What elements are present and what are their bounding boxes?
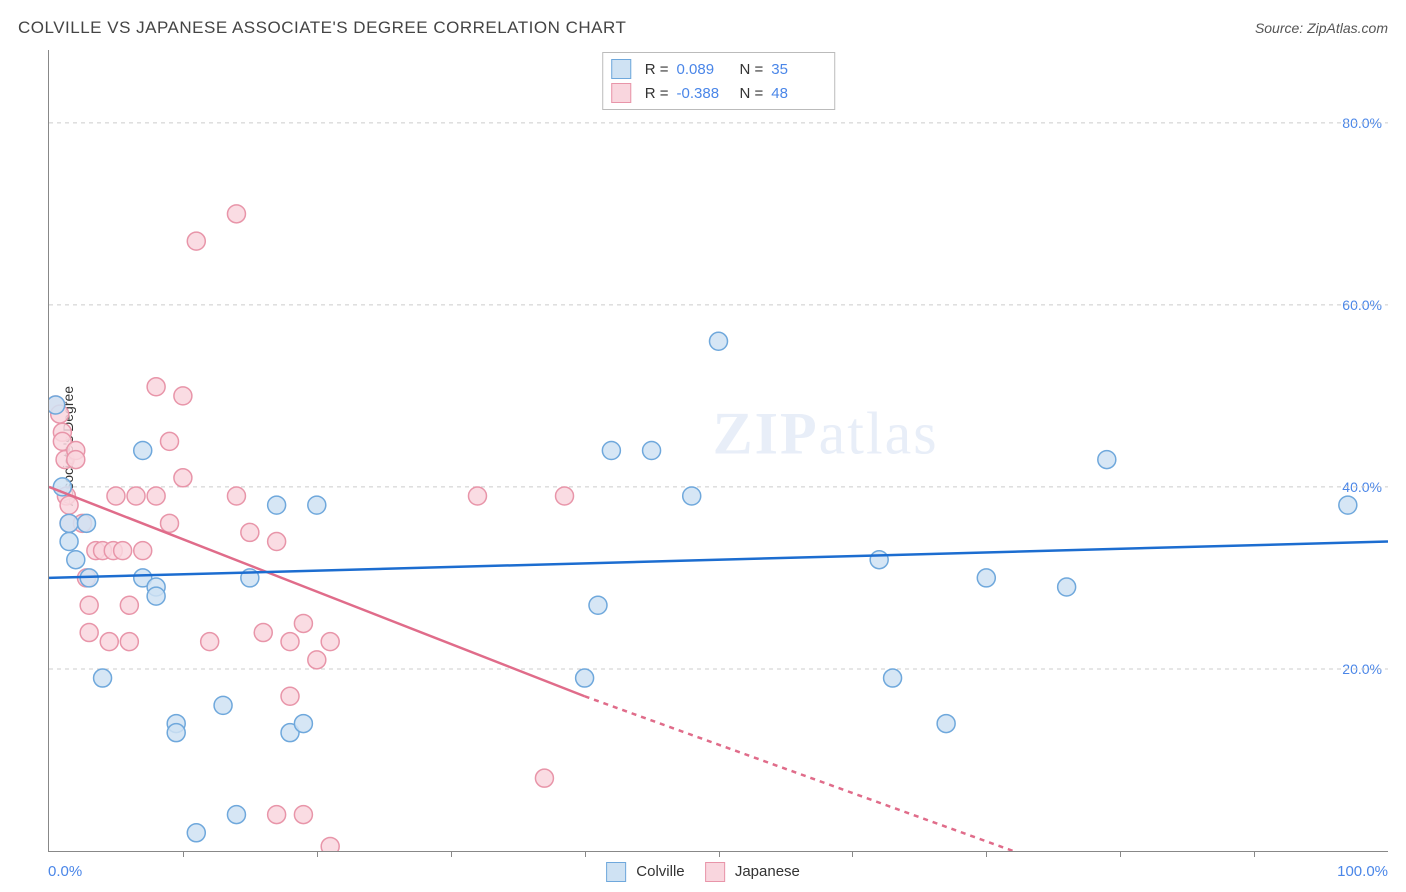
scatter-point	[254, 624, 272, 642]
scatter-point	[241, 523, 259, 541]
scatter-point	[884, 669, 902, 687]
source-label: Source: ZipAtlas.com	[1255, 20, 1388, 36]
scatter-point	[308, 496, 326, 514]
legend-box-colville	[611, 59, 631, 79]
scatter-point	[576, 669, 594, 687]
scatter-point	[147, 487, 165, 505]
x-tick	[451, 851, 452, 857]
x-tick	[719, 851, 720, 857]
scatter-point	[120, 633, 138, 651]
legend-item-colville: Colville	[606, 862, 685, 882]
scatter-point	[227, 205, 245, 223]
scatter-point	[147, 587, 165, 605]
scatter-point	[174, 469, 192, 487]
scatter-point	[187, 824, 205, 842]
x-axis-min-label: 0.0%	[48, 863, 82, 880]
scatter-point	[67, 551, 85, 569]
scatter-point	[602, 442, 620, 460]
scatter-point	[589, 596, 607, 614]
scatter-point	[187, 232, 205, 250]
scatter-point	[60, 514, 78, 532]
scatter-point	[268, 496, 286, 514]
scatter-point	[535, 769, 553, 787]
legend-item-japanese: Japanese	[705, 862, 800, 882]
scatter-point	[77, 514, 95, 532]
scatter-point	[201, 633, 219, 651]
scatter-point	[281, 633, 299, 651]
scatter-point	[227, 806, 245, 824]
scatter-point	[127, 487, 145, 505]
scatter-point	[468, 487, 486, 505]
scatter-point	[94, 669, 112, 687]
scatter-point	[870, 551, 888, 569]
scatter-point	[114, 542, 132, 560]
legend-box-colville-bottom	[606, 862, 626, 882]
scatter-point	[556, 487, 574, 505]
scatter-point	[281, 687, 299, 705]
scatter-point	[167, 724, 185, 742]
scatter-point	[308, 651, 326, 669]
plot-area: ZIPatlas R = 0.089 N = 35 R = -0.388 N =…	[48, 50, 1388, 852]
scatter-point	[643, 442, 661, 460]
scatter-point	[321, 633, 339, 651]
scatter-point	[67, 451, 85, 469]
scatter-point	[214, 696, 232, 714]
scatter-point	[937, 715, 955, 733]
scatter-point	[80, 624, 98, 642]
scatter-point	[294, 614, 312, 632]
chart-title: COLVILLE VS JAPANESE ASSOCIATE'S DEGREE …	[18, 18, 626, 38]
scatter-point	[60, 533, 78, 551]
scatter-point	[268, 806, 286, 824]
scatter-point	[107, 487, 125, 505]
stats-legend: R = 0.089 N = 35 R = -0.388 N = 48	[602, 52, 836, 110]
scatter-point	[134, 542, 152, 560]
trend-line	[49, 542, 1388, 578]
scatter-point	[268, 533, 286, 551]
x-tick	[317, 851, 318, 857]
scatter-point	[1339, 496, 1357, 514]
scatter-point	[134, 442, 152, 460]
scatter-point	[147, 378, 165, 396]
scatter-point	[80, 596, 98, 614]
x-tick	[1120, 851, 1121, 857]
legend-box-japanese	[611, 83, 631, 103]
x-tick	[1254, 851, 1255, 857]
scatter-point	[1098, 451, 1116, 469]
bottom-legend: Colville Japanese	[606, 862, 800, 882]
scatter-point	[1058, 578, 1076, 596]
scatter-point	[120, 596, 138, 614]
scatter-point	[49, 396, 65, 414]
plot-svg	[49, 50, 1388, 851]
x-tick	[986, 851, 987, 857]
x-tick	[852, 851, 853, 857]
scatter-point	[161, 432, 179, 450]
scatter-point	[161, 514, 179, 532]
scatter-point	[227, 487, 245, 505]
scatter-point	[294, 715, 312, 733]
x-tick	[183, 851, 184, 857]
stats-row-japanese: R = -0.388 N = 48	[611, 81, 827, 105]
scatter-point	[321, 837, 339, 851]
scatter-point	[294, 806, 312, 824]
stats-row-colville: R = 0.089 N = 35	[611, 57, 827, 81]
scatter-point	[100, 633, 118, 651]
scatter-point	[977, 569, 995, 587]
legend-box-japanese-bottom	[705, 862, 725, 882]
scatter-point	[710, 332, 728, 350]
scatter-point	[174, 387, 192, 405]
scatter-point	[60, 496, 78, 514]
x-axis-max-label: 100.0%	[1337, 863, 1388, 880]
scatter-point	[683, 487, 701, 505]
x-tick	[585, 851, 586, 857]
